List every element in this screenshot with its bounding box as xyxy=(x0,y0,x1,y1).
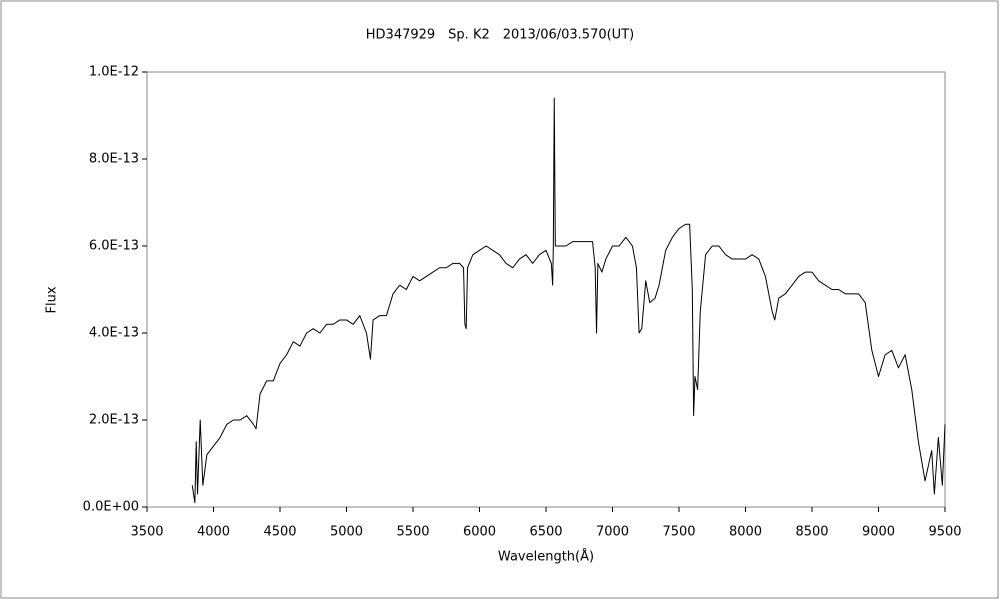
x-tick-label: 5000 xyxy=(330,525,363,540)
x-tick-label: 9500 xyxy=(928,525,961,540)
x-tick-label: 4000 xyxy=(197,525,230,540)
y-tick-label: 2.0E-13 xyxy=(89,413,139,428)
x-tick-label: 3500 xyxy=(130,525,163,540)
x-tick-label: 6500 xyxy=(529,525,562,540)
x-tick-label: 7500 xyxy=(662,525,695,540)
y-tick-label: 4.0E-13 xyxy=(89,326,139,341)
x-tick-label: 9000 xyxy=(862,525,895,540)
x-tick-label: 8000 xyxy=(729,525,762,540)
y-axis-label: Flux xyxy=(45,286,60,313)
x-tick-label: 4500 xyxy=(263,525,296,540)
x-tick-label: 8500 xyxy=(795,525,828,540)
x-axis-label: Wavelength(Å) xyxy=(498,549,594,565)
y-tick-label: 0.0E+00 xyxy=(83,500,139,515)
x-tick-label: 7000 xyxy=(596,525,629,540)
chart-title: HD347929 Sp. K2 2013/06/03.570(UT) xyxy=(366,28,634,43)
y-tick-label: 6.0E-13 xyxy=(89,239,139,254)
spectrum-line xyxy=(191,97,946,504)
y-tick-label: 1.0E-12 xyxy=(89,65,139,80)
y-tick-label: 8.0E-13 xyxy=(89,152,139,167)
x-tick-label: 6000 xyxy=(463,525,496,540)
x-tick-label: 5500 xyxy=(396,525,429,540)
